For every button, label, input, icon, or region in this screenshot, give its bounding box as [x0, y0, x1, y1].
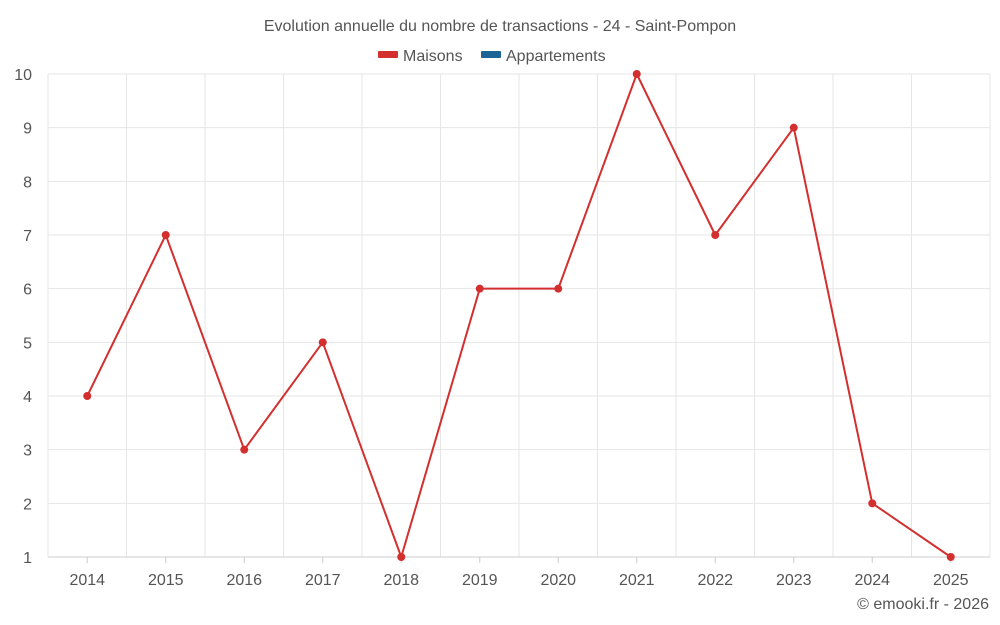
x-tick-label: 2025: [933, 572, 969, 589]
x-tick-label: 2019: [462, 572, 498, 589]
y-tick-label: 10: [14, 67, 32, 84]
credit-text: © emooki.fr - 2026: [857, 596, 989, 613]
legend: Maisons Appartements: [378, 48, 606, 65]
data-point-maisons-2017[interactable]: [318, 338, 327, 347]
y-tick-label: 4: [23, 389, 32, 406]
chart-title: Evolution annuelle du nombre de transact…: [264, 18, 736, 35]
data-point-maisons-2024[interactable]: [868, 499, 877, 508]
legend-label-maisons: Maisons: [403, 48, 463, 65]
data-point-maisons-2018[interactable]: [397, 553, 406, 561]
y-tick-label: 9: [23, 121, 32, 138]
y-tick-label: 6: [23, 282, 32, 299]
data-point-maisons-2020[interactable]: [554, 284, 563, 293]
x-tick-label: 2024: [854, 572, 890, 589]
series: [83, 70, 955, 561]
x-tick-label: 2023: [776, 572, 812, 589]
x-tick-label: 2020: [540, 572, 576, 589]
legend-item-maisons[interactable]: Maisons: [378, 48, 463, 65]
series-line-maisons: [86, 73, 952, 558]
data-point-maisons-2022[interactable]: [711, 231, 720, 239]
data-point-maisons-2019[interactable]: [475, 284, 484, 293]
x-tick-label: 2014: [69, 572, 105, 589]
data-point-maisons-2021[interactable]: [632, 70, 641, 78]
data-point-maisons-2025[interactable]: [946, 553, 955, 561]
x-axis-ticks: 2014 2015 2016 2017 2018 2019 2020 2021 2022 2023…: [69, 557, 969, 589]
y-tick-label: 5: [23, 335, 32, 352]
x-tick-label: 2016: [226, 572, 262, 589]
legend-swatch-appartements: [481, 51, 501, 58]
y-axis-ticks: 1 2 3 4 5 6 7 8 9 10: [14, 67, 32, 567]
y-tick-label: 7: [23, 228, 32, 245]
legend-label-appartements: Appartements: [506, 48, 606, 65]
grid: [47, 73, 991, 557]
legend-swatch-maisons: [378, 51, 398, 58]
x-tick-label: 2015: [148, 572, 184, 589]
legend-item-appartements[interactable]: Appartements: [481, 48, 606, 65]
y-tick-label: 2: [23, 496, 32, 513]
x-tick-label: 2017: [305, 572, 341, 589]
data-point-maisons-2015[interactable]: [161, 231, 170, 239]
x-tick-label: 2022: [697, 572, 733, 589]
data-point-maisons-2014[interactable]: [83, 392, 92, 400]
y-tick-label: 8: [23, 174, 32, 191]
x-tick-label: 2018: [383, 572, 419, 589]
x-tick-label: 2021: [619, 572, 655, 589]
y-tick-label: 1: [23, 550, 32, 567]
data-point-maisons-2023[interactable]: [789, 123, 798, 132]
data-point-maisons-2016[interactable]: [240, 445, 249, 454]
y-tick-label: 3: [23, 443, 32, 460]
